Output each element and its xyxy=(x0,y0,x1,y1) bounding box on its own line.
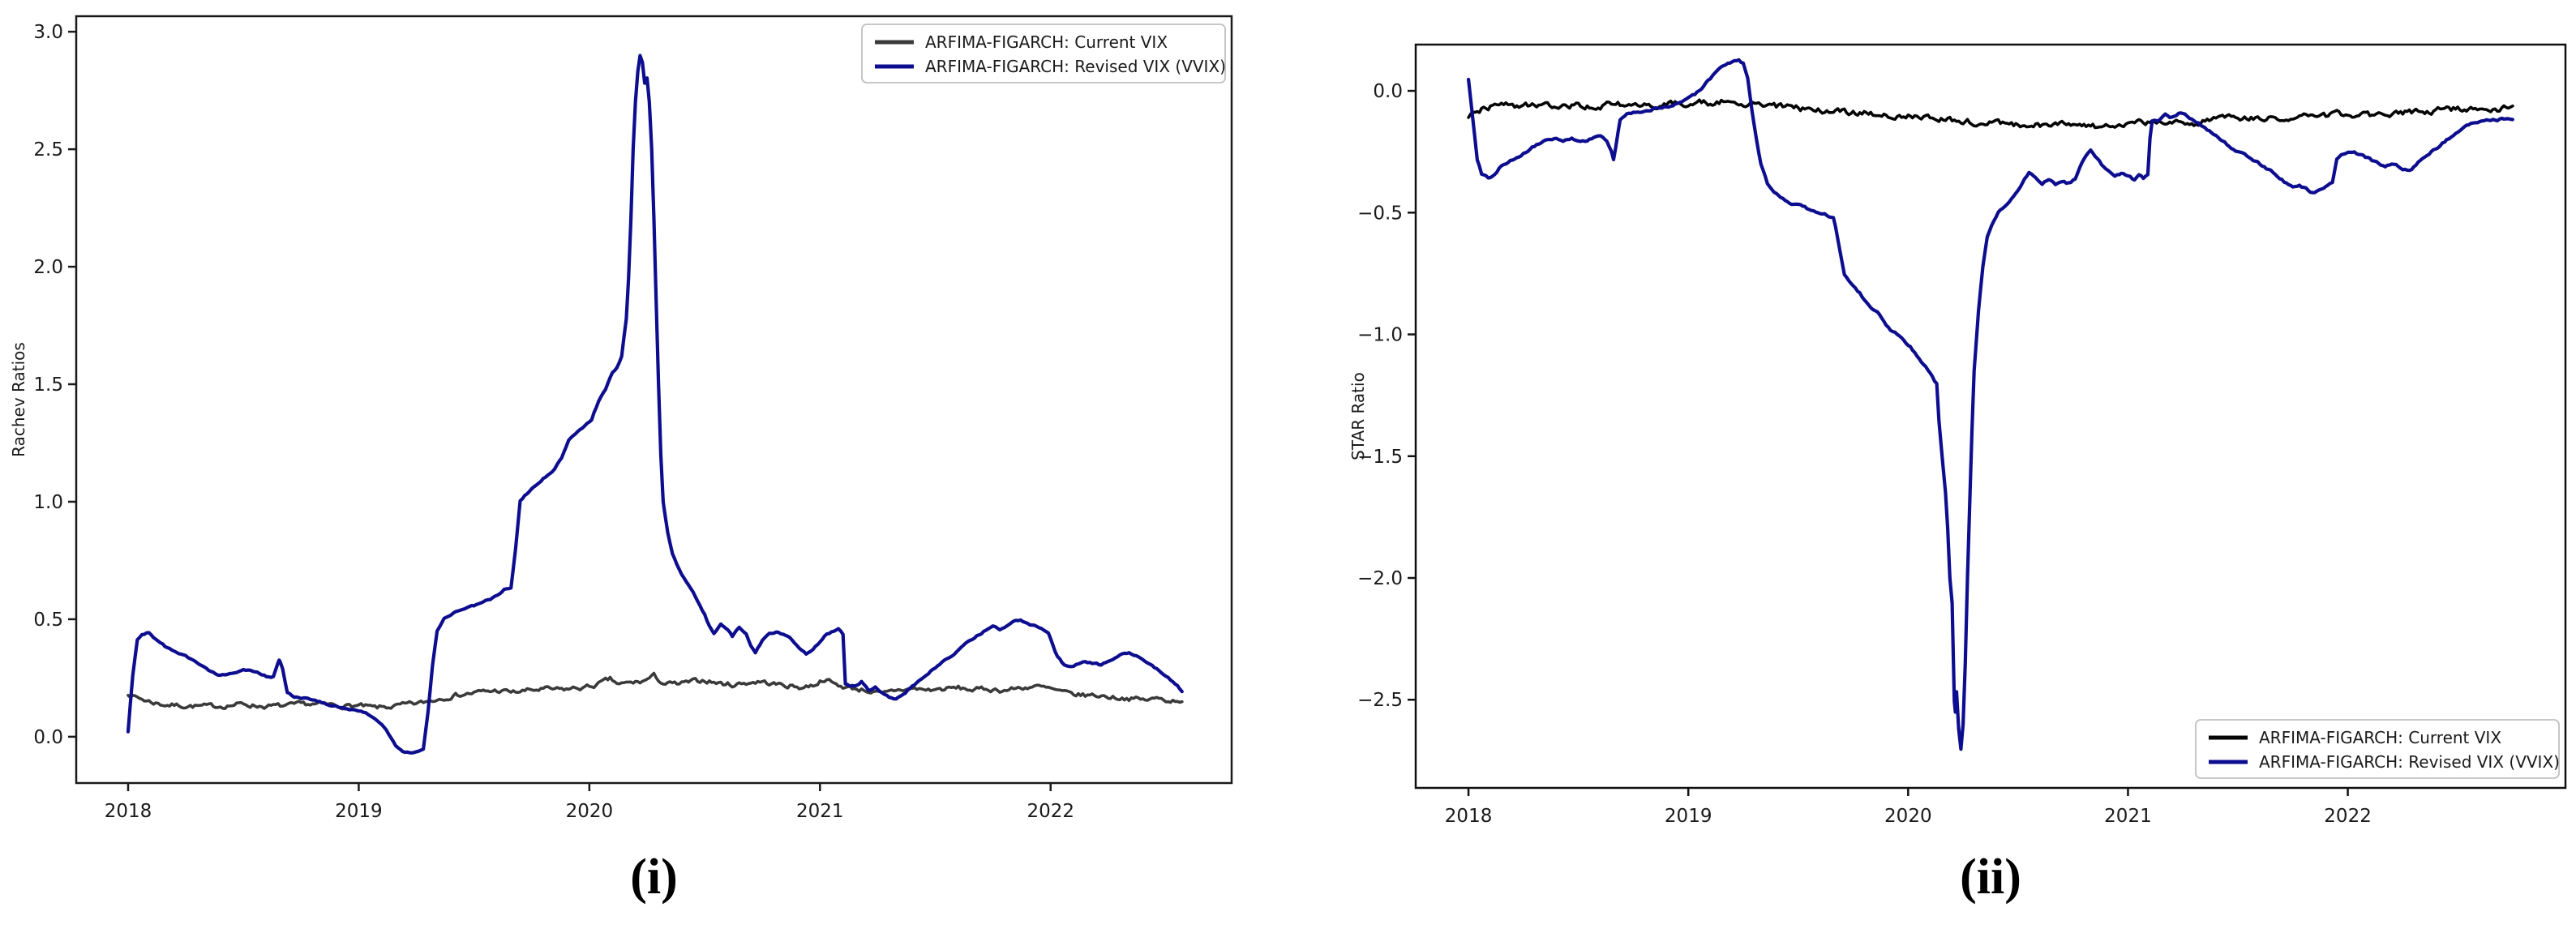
series-line-current-vix xyxy=(126,671,1184,711)
y-tick-label: 0.0 xyxy=(33,727,63,748)
y-tick-label: −0.5 xyxy=(1357,203,1403,224)
legend-label: ARFIMA-FIGARCH: Current VIX xyxy=(2259,728,2501,747)
y-tick-label: −1.0 xyxy=(1357,325,1403,346)
y-tick-label: 0.5 xyxy=(33,610,63,631)
x-tick-label: 2021 xyxy=(796,801,844,822)
y-tick-label: 0.0 xyxy=(1373,81,1403,102)
legend-box xyxy=(861,24,1226,83)
plot-border xyxy=(1414,43,2567,790)
y-tick-label: 2.5 xyxy=(33,139,63,160)
legend: ARFIMA-FIGARCH: Current VIX ARFIMA-FIGARC… xyxy=(861,24,1226,83)
series-line-revised-vix xyxy=(1467,58,2514,751)
x-tick-label: 2018 xyxy=(105,801,152,822)
legend-box xyxy=(2195,719,2560,779)
x-tick-label: 2022 xyxy=(1027,801,1074,822)
y-tick-label: 1.0 xyxy=(33,492,63,513)
y-tick-label: −2.0 xyxy=(1357,568,1403,589)
x-tick-label: 2020 xyxy=(1884,806,1932,827)
rachev-ratios-plot: 2018 2019 2020 2021 2022 0.0 0.5 1.0 1.5 2.0 2.5 3.… xyxy=(9,15,1233,822)
x-tick-label: 2022 xyxy=(2324,806,2372,827)
y-tick-label: 1.5 xyxy=(33,374,63,396)
x-tick-label: 2021 xyxy=(2104,806,2152,827)
legend-label: ARFIMA-FIGARCH: Revised VIX (VVIX) xyxy=(2259,752,2560,772)
legend: ARFIMA-FIGARCH: Current VIX ARFIMA-FIGARC… xyxy=(2195,719,2560,779)
legend-label: ARFIMA-FIGARCH: Revised VIX (VVIX) xyxy=(925,57,1226,76)
series-line-current-vix xyxy=(1467,98,2514,130)
x-tick-label: 2019 xyxy=(335,801,383,822)
series-line-revised-vix xyxy=(126,53,1184,755)
star-ratio-plot: 2018 2019 2020 2021 2022 0.0 −0.5 −1.0 −1.5 −2.0 −… xyxy=(1348,43,2567,827)
y-tick-label: −2.5 xyxy=(1357,690,1403,711)
x-tick-label: 2020 xyxy=(566,801,614,822)
y-axis-label: Rachev Ratios xyxy=(9,342,28,457)
x-tick-label: 2018 xyxy=(1445,806,1493,827)
x-tick-label: 2019 xyxy=(1665,806,1712,827)
plot-border xyxy=(75,15,1233,785)
panel-caption-ii: (ii) xyxy=(1960,850,2021,905)
panel-caption-i: (i) xyxy=(630,850,678,905)
y-axis-label: STAR Ratio xyxy=(1348,372,1368,460)
y-tick-label: 2.0 xyxy=(33,257,63,278)
y-tick-label: −1.5 xyxy=(1357,447,1403,468)
legend-label: ARFIMA-FIGARCH: Current VIX xyxy=(925,32,1168,52)
y-tick-label: 3.0 xyxy=(33,22,63,43)
